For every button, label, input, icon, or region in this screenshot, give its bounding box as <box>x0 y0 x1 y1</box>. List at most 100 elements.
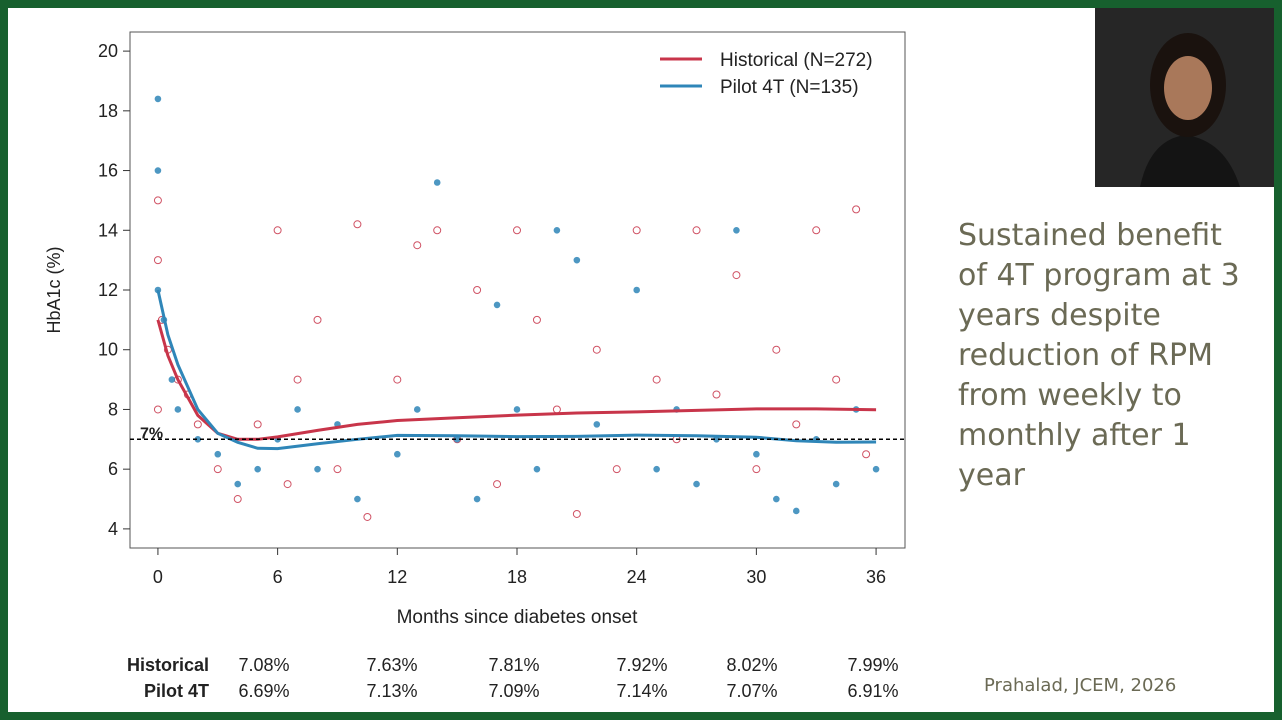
data-point <box>168 376 176 383</box>
slide <box>8 8 1274 712</box>
side-text: Sustained benefit of 4T program at 3 yea… <box>958 218 1240 493</box>
data-point <box>852 205 861 214</box>
data-point <box>234 480 242 488</box>
trend-line <box>156 319 877 441</box>
data-point <box>153 405 162 414</box>
data-point <box>832 375 841 384</box>
data-point <box>812 226 821 235</box>
data-point <box>832 480 840 488</box>
data-point <box>473 286 482 294</box>
data-point <box>513 406 521 413</box>
speaker-face <box>1164 56 1212 120</box>
data-point <box>572 509 581 518</box>
data-point <box>294 406 301 413</box>
data-point <box>273 226 282 235</box>
x-tick-label: 36 <box>866 567 886 587</box>
data-point <box>433 179 441 186</box>
data-point <box>283 480 292 489</box>
data-point <box>473 495 481 503</box>
data-point <box>552 405 561 414</box>
y-tick-label: 16 <box>98 161 118 181</box>
data-point <box>773 495 780 503</box>
y-tick-label: 6 <box>108 459 118 479</box>
data-point <box>792 507 800 515</box>
data-point <box>394 450 401 458</box>
data-point <box>353 220 362 229</box>
data-point <box>732 271 741 280</box>
table-cell: 7.07% <box>726 681 777 701</box>
data-point <box>652 375 661 384</box>
trend-line <box>156 289 877 451</box>
y-tick-label: 12 <box>98 280 118 300</box>
table-cell: 7.63% <box>366 655 417 675</box>
data-point <box>213 465 222 474</box>
plot-frame <box>129 31 906 549</box>
x-tick-label: 18 <box>507 567 527 587</box>
y-tick-label: 8 <box>108 399 118 419</box>
y-axis-label: HbA1c (%) <box>44 246 64 333</box>
data-point <box>752 465 761 474</box>
data-point <box>413 406 421 413</box>
data-point <box>593 421 601 428</box>
legend-label: Historical (N=272) <box>720 50 873 71</box>
data-point <box>573 256 581 264</box>
data-point <box>693 480 700 488</box>
data-point <box>653 465 660 473</box>
table-cell: 7.08% <box>238 655 289 675</box>
data-point <box>792 420 801 429</box>
table-cell: 6.91% <box>847 681 898 701</box>
data-point <box>313 315 322 324</box>
legend-label: Pilot 4T (N=135) <box>720 77 859 98</box>
data-point <box>692 226 701 235</box>
data-point <box>633 286 640 294</box>
data-point <box>154 167 162 174</box>
table-cell: 7.92% <box>616 655 667 675</box>
data-point <box>592 345 601 354</box>
data-point <box>174 406 182 413</box>
x-tick-label: 0 <box>153 567 163 587</box>
y-tick-label: 20 <box>98 41 118 61</box>
data-point <box>862 450 871 459</box>
data-point <box>153 256 162 265</box>
table-cell: 7.99% <box>847 655 898 675</box>
data-point <box>612 465 621 474</box>
data-point <box>632 226 641 235</box>
y-tick-label: 18 <box>98 101 118 121</box>
x-tick-label: 6 <box>273 567 283 587</box>
data-point <box>354 495 361 503</box>
data-point <box>733 226 740 234</box>
data-point <box>254 465 261 473</box>
y-tick-label: 4 <box>108 519 118 539</box>
table-cell: 6.69% <box>238 681 289 701</box>
data-point <box>413 241 422 250</box>
data-point <box>712 390 721 399</box>
x-tick-label: 12 <box>387 567 407 587</box>
data-point <box>233 495 242 504</box>
data-point <box>393 375 402 384</box>
citation: Prahalad, JCEM, 2026 <box>984 675 1177 696</box>
y-tick-label: 10 <box>98 340 118 360</box>
x-tick-label: 30 <box>746 567 766 587</box>
data-point <box>333 465 342 474</box>
data-point <box>153 196 162 205</box>
data-point <box>154 95 162 103</box>
data-point <box>214 450 222 458</box>
data-point <box>753 450 760 458</box>
data-point <box>293 375 302 384</box>
table-cell: 7.09% <box>488 681 539 701</box>
data-point <box>872 465 880 473</box>
x-tick-label: 24 <box>627 567 647 587</box>
data-point <box>193 420 202 429</box>
reference-label: 7% <box>140 425 163 442</box>
table-cell: 7.13% <box>366 681 417 701</box>
x-axis-label: Months since diabetes onset <box>397 607 639 628</box>
data-point <box>433 226 442 235</box>
table-cell: 7.81% <box>488 655 539 675</box>
y-tick-label: 14 <box>98 220 118 240</box>
table-cell: 8.02% <box>726 655 777 675</box>
table-cell: 7.14% <box>616 681 667 701</box>
speaker-body <box>1140 135 1240 187</box>
data-point <box>533 465 541 473</box>
